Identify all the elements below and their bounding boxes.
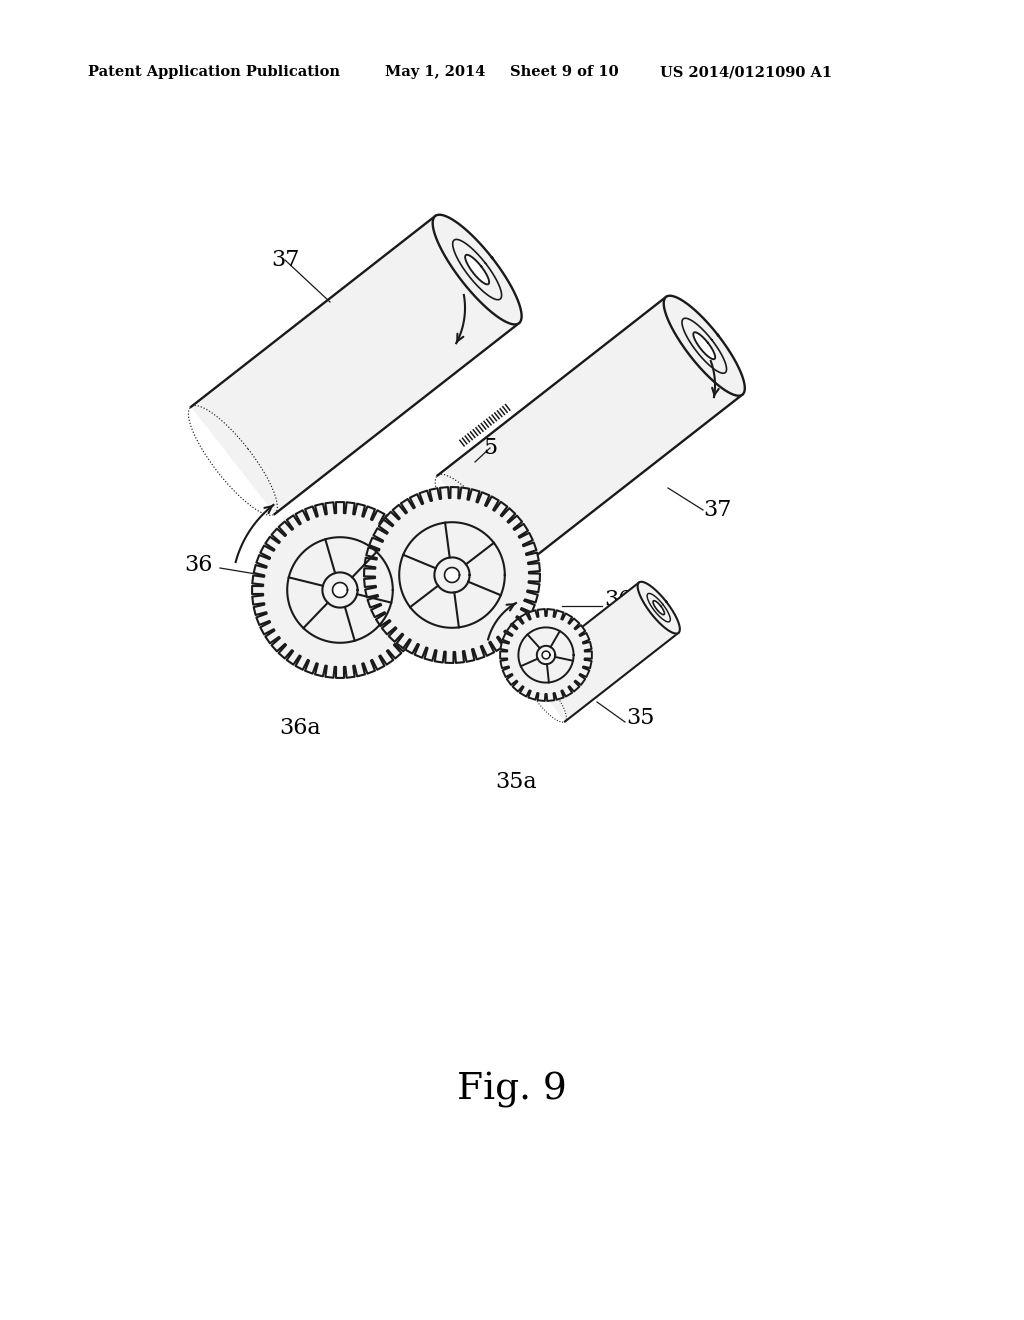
Text: 35a: 35a (496, 771, 537, 793)
Polygon shape (444, 568, 460, 582)
Polygon shape (434, 557, 470, 593)
Text: 36: 36 (184, 554, 212, 576)
Polygon shape (333, 582, 347, 598)
Polygon shape (465, 255, 489, 284)
Polygon shape (437, 297, 742, 573)
Polygon shape (693, 333, 715, 359)
Text: Fig. 9: Fig. 9 (457, 1072, 567, 1107)
Polygon shape (399, 523, 505, 628)
Polygon shape (500, 609, 592, 701)
Polygon shape (191, 216, 519, 513)
Text: 35: 35 (626, 708, 654, 729)
Polygon shape (542, 651, 550, 659)
Polygon shape (638, 582, 680, 634)
Polygon shape (518, 627, 573, 682)
Polygon shape (364, 487, 540, 663)
Text: 36a: 36a (280, 717, 321, 739)
Polygon shape (450, 539, 474, 562)
Text: 36: 36 (604, 589, 632, 611)
Polygon shape (433, 215, 521, 325)
Text: 37: 37 (270, 249, 299, 271)
Polygon shape (252, 502, 428, 678)
Polygon shape (287, 537, 393, 643)
Text: Sheet 9 of 10: Sheet 9 of 10 (510, 65, 618, 79)
Text: 5: 5 (483, 437, 497, 459)
Text: Patent Application Publication: Patent Application Publication (88, 65, 340, 79)
Polygon shape (323, 573, 357, 607)
Polygon shape (537, 645, 555, 664)
Polygon shape (664, 296, 744, 396)
Text: 37: 37 (702, 499, 731, 521)
Polygon shape (653, 601, 665, 615)
Text: May 1, 2014: May 1, 2014 (385, 65, 485, 79)
Text: US 2014/0121090 A1: US 2014/0121090 A1 (660, 65, 833, 79)
Polygon shape (525, 582, 679, 722)
